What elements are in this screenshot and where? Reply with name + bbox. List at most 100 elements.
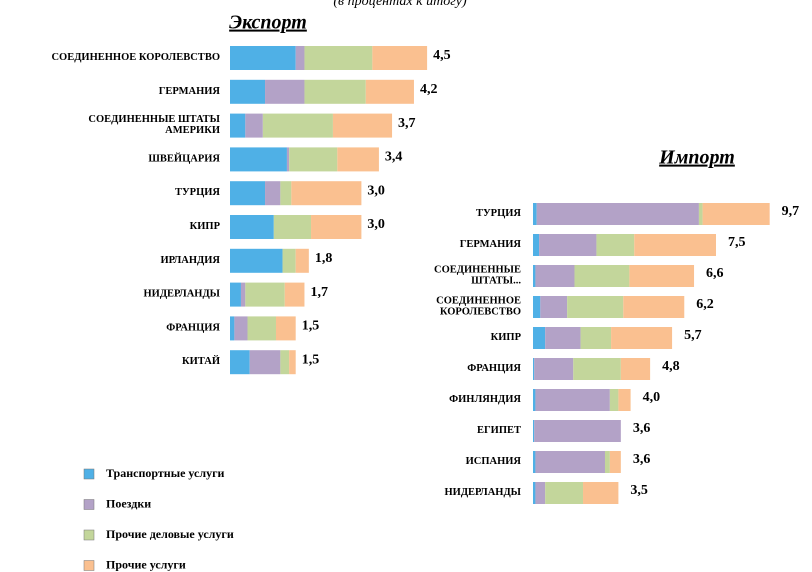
bar-segment xyxy=(262,113,333,138)
bar-segment xyxy=(540,296,568,318)
bar-segment xyxy=(230,147,287,172)
bar-segment xyxy=(535,482,546,504)
category-label: СОЕДИНЕННЫЕ ШТАТЫ... xyxy=(434,265,521,287)
bar-segment xyxy=(245,113,263,138)
legend-swatch xyxy=(83,560,95,571)
bar-segment xyxy=(535,265,575,287)
value-label: 4,0 xyxy=(643,390,661,405)
value-label: 1,7 xyxy=(310,285,328,300)
bar-segment xyxy=(536,203,699,225)
category-label: ШВЕЙЦАРИЯ xyxy=(148,153,220,165)
legend-label: Прочие услуги xyxy=(106,557,186,571)
legend-label: Прочие деловые услуги xyxy=(106,527,234,541)
bar-segment xyxy=(265,79,305,104)
bar-segment xyxy=(265,181,281,206)
bar-segment xyxy=(247,316,276,341)
value-label: 3,0 xyxy=(367,183,385,198)
bar-segment xyxy=(365,79,414,104)
value-label: 4,2 xyxy=(420,82,438,97)
bar-segment xyxy=(230,79,266,104)
bar-segment xyxy=(623,296,685,318)
bar-segment xyxy=(629,265,695,287)
bar-segment xyxy=(289,147,338,172)
bar-segment xyxy=(240,282,246,307)
bar-segment xyxy=(702,203,770,225)
category-label: КИПР xyxy=(190,221,221,232)
bar-segment xyxy=(539,234,597,256)
legend-swatch xyxy=(83,499,95,510)
bar-segment xyxy=(280,181,292,206)
bar-segment xyxy=(249,350,281,375)
bar-segment xyxy=(230,113,246,138)
category-label: НИДЕРЛАНДЫ xyxy=(143,289,220,300)
bar-segment xyxy=(291,181,362,206)
bar-segment xyxy=(533,420,535,442)
bar-segment xyxy=(533,482,536,504)
bar-segment xyxy=(533,327,546,349)
bar-segment xyxy=(230,248,283,273)
bar-segment xyxy=(535,451,605,473)
bar-segment xyxy=(284,282,305,307)
category-label: ФРАНЦИЯ xyxy=(467,363,521,374)
bar-segment xyxy=(533,265,536,287)
bar-segment xyxy=(620,358,651,380)
category-label: ЕГИПЕТ xyxy=(477,425,521,436)
bar-segment xyxy=(332,113,393,138)
category-label: ФРАНЦИЯ xyxy=(166,323,220,334)
value-label: 1,5 xyxy=(302,319,320,334)
bar-segment xyxy=(372,46,428,70)
bar-segment xyxy=(574,265,630,287)
bar-segment xyxy=(533,234,540,256)
category-label: ТУРЦИЯ xyxy=(476,208,521,219)
category-label: КИПР xyxy=(491,332,522,343)
bar-segment xyxy=(533,296,541,318)
value-label: 6,6 xyxy=(706,266,724,281)
bar-segment xyxy=(604,451,610,473)
bar-segment xyxy=(545,482,584,504)
bar-segment xyxy=(311,215,362,239)
chart-title: Экспорт xyxy=(229,12,307,34)
bar-segment xyxy=(534,358,574,380)
category-label: СОЕДИНЕННОЕ КОРОЛЕВСТВО xyxy=(51,52,220,63)
bar-segment xyxy=(567,296,624,318)
category-label: ГЕРМАНИЯ xyxy=(460,239,522,250)
bar-segment xyxy=(535,389,610,411)
category-label: СОЕДИНЕННЫЕ ШТАТЫ АМЕРИКИ xyxy=(88,115,220,137)
bar-segment xyxy=(230,282,241,307)
bar-segment xyxy=(230,316,235,341)
bar-segment xyxy=(230,215,274,239)
bar-segment xyxy=(230,181,266,206)
subtitle: (в процентах к итогу) xyxy=(333,0,467,9)
value-label: 3,5 xyxy=(630,483,648,498)
bar-segment xyxy=(245,282,285,307)
bar-segment xyxy=(533,203,537,225)
bar-segment xyxy=(596,234,635,256)
bar-segment xyxy=(282,248,296,273)
legend-swatch xyxy=(83,529,95,541)
category-label: ГЕРМАНИЯ xyxy=(159,86,221,97)
bar-segment xyxy=(573,358,621,380)
bar-segment xyxy=(580,327,612,349)
bar-segment xyxy=(273,215,312,239)
bar-segment xyxy=(609,451,621,473)
bar-segment xyxy=(280,350,290,375)
bar-segment xyxy=(286,147,290,172)
bar-segment xyxy=(634,234,716,256)
bar-segment xyxy=(289,350,296,375)
legend-swatch xyxy=(83,468,95,480)
chart-title: Импорт xyxy=(658,147,735,169)
bar-segment xyxy=(234,316,248,341)
category-label: ФИНЛЯНДИЯ xyxy=(449,394,521,405)
bar-segment xyxy=(698,203,703,225)
value-label: 3,6 xyxy=(633,421,651,436)
bar-segment xyxy=(545,327,581,349)
bar-segment xyxy=(295,248,309,273)
bar-segment xyxy=(618,389,631,411)
category-label: СОЕДИНЕННОЕ КОРОЛЕВСТВО xyxy=(436,296,521,318)
value-label: 6,2 xyxy=(696,297,714,312)
value-label: 3,4 xyxy=(385,150,403,165)
bar-segment xyxy=(337,147,379,172)
bar-segment xyxy=(533,358,535,380)
